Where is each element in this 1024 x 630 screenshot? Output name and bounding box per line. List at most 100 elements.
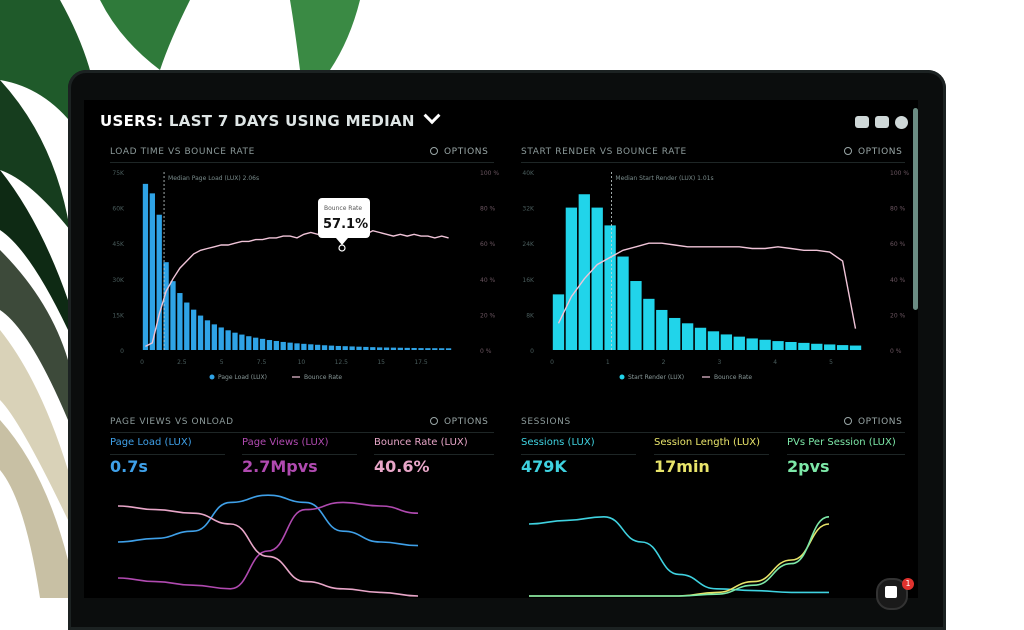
x-tick-label: 15 bbox=[377, 359, 385, 366]
histogram-bar bbox=[681, 323, 694, 350]
kpi-label: PVs Per Session (LUX) bbox=[787, 437, 896, 448]
histogram-bar bbox=[759, 339, 771, 350]
render-vs-bounce-chart: 0 8K 16K 24K 32K 40K 0 % 20 % 40 % 60 % 80 % 100 % 0… bbox=[522, 170, 909, 381]
dashboard-title[interactable]: USERS: LAST 7 DAYS USING MEDIAN bbox=[100, 107, 441, 130]
options-button-load[interactable]: OPTIONS bbox=[430, 147, 488, 157]
tooltip-box bbox=[318, 198, 370, 238]
notification-badge: 1 bbox=[902, 578, 914, 590]
x-tick-label: 2 bbox=[662, 359, 666, 366]
monitor-icon[interactable] bbox=[855, 116, 869, 128]
kpi-value: 2.7Mpvs bbox=[242, 457, 318, 476]
y-tick-label: 15K bbox=[112, 312, 125, 319]
y-tick-label: 0 bbox=[530, 348, 534, 355]
histogram-bar bbox=[149, 193, 155, 350]
histogram-bar bbox=[630, 281, 642, 350]
users-label: USERS: bbox=[100, 112, 164, 130]
histogram-bar bbox=[836, 345, 849, 350]
tooltip-value: 57.1% bbox=[323, 217, 368, 232]
series-line bbox=[117, 494, 419, 547]
help-icon[interactable] bbox=[895, 116, 908, 129]
kpi-value: 0.7s bbox=[110, 457, 148, 476]
load-vs-bounce-chart: 0 15K 30K 45K 60K 75K 0 % 20 % 40 % 60 % 80 % 100 %… bbox=[112, 170, 499, 381]
series-line bbox=[117, 501, 419, 590]
histogram-bar bbox=[184, 302, 190, 350]
scrollbar[interactable] bbox=[913, 108, 918, 310]
panel-title-sessions: SESSIONS bbox=[521, 417, 571, 427]
y-tick-label: 30K bbox=[112, 277, 125, 284]
histogram-bar bbox=[432, 348, 438, 350]
histogram-bar bbox=[163, 262, 169, 350]
panel-title-page-views: PAGE VIEWS VS ONLOAD bbox=[110, 417, 234, 427]
histogram-bar bbox=[301, 343, 307, 350]
histogram-bar bbox=[225, 330, 231, 350]
y-tick-label-right: 60 % bbox=[480, 241, 496, 248]
share-icon[interactable] bbox=[875, 116, 889, 128]
histogram-bar bbox=[390, 347, 397, 350]
histogram-bar bbox=[232, 332, 238, 350]
options-button-page-views[interactable]: OPTIONS bbox=[430, 417, 488, 427]
histogram-bar bbox=[733, 336, 745, 350]
histogram-bar bbox=[308, 344, 314, 350]
histogram-bar bbox=[425, 348, 431, 350]
histogram-bar bbox=[439, 348, 445, 350]
histogram-bar bbox=[656, 309, 668, 350]
panel-title-load-vs-bounce: LOAD TIME VS BOUNCE RATE bbox=[110, 147, 255, 157]
histogram-bar bbox=[411, 347, 417, 350]
kpi-value: 40.6% bbox=[374, 457, 430, 476]
y-tick-label: 16K bbox=[522, 277, 535, 284]
x-tick-label: 12.5 bbox=[335, 359, 349, 366]
histogram-bar bbox=[294, 343, 300, 350]
y-tick-label: 24K bbox=[522, 241, 535, 248]
kpi-value: 479K bbox=[521, 457, 567, 476]
dashboard-screen: USERS: LAST 7 DAYS USING MEDIAN LOAD TIM… bbox=[84, 100, 918, 598]
header-toolbar bbox=[855, 116, 908, 129]
y-tick-label-right: 100 % bbox=[890, 170, 909, 177]
histogram-bar bbox=[397, 347, 403, 350]
y-tick-label: 8K bbox=[526, 312, 535, 319]
x-tick-label: 10 bbox=[298, 359, 306, 366]
histogram-bar bbox=[321, 345, 328, 350]
kpi-label: Session Length (LUX) bbox=[654, 437, 761, 448]
x-tick-label: 0 bbox=[550, 359, 554, 366]
y-tick-label: 45K bbox=[112, 241, 125, 248]
histogram-bar bbox=[253, 337, 259, 350]
histogram-bar bbox=[383, 347, 390, 350]
histogram-bar bbox=[720, 334, 733, 350]
page-views-chart bbox=[117, 494, 419, 597]
x-tick-label: 0 bbox=[140, 359, 144, 366]
chevron-down-icon[interactable] bbox=[423, 107, 441, 125]
histogram-bar bbox=[824, 344, 836, 350]
kpi-label: Page Load (LUX) bbox=[110, 437, 192, 448]
kpi-label: Bounce Rate (LUX) bbox=[374, 437, 468, 448]
y-tick-label-right: 0 % bbox=[480, 348, 492, 355]
legend-label: Bounce Rate bbox=[714, 374, 752, 381]
histogram-bar bbox=[565, 207, 578, 350]
y-tick-label: 75K bbox=[112, 170, 125, 177]
kpi-value: 2pvs bbox=[787, 457, 830, 476]
x-tick-label: 17.5 bbox=[414, 359, 428, 366]
histogram-bar bbox=[315, 344, 321, 350]
x-tick-label: 5 bbox=[220, 359, 224, 366]
options-button-sessions[interactable]: OPTIONS bbox=[844, 417, 902, 427]
histogram-bar bbox=[170, 281, 176, 350]
histogram-bar bbox=[287, 342, 293, 350]
y-tick-label-right: 60 % bbox=[890, 241, 906, 248]
median-annotation: Median Start Render (LUX) 1.01s bbox=[615, 175, 713, 182]
date-range-selector[interactable]: LAST 7 DAYS USING MEDIAN bbox=[168, 112, 415, 130]
histogram-bar bbox=[142, 183, 149, 350]
histogram-bar bbox=[746, 338, 758, 350]
histogram-bar bbox=[280, 341, 286, 350]
histogram-bar bbox=[418, 348, 424, 350]
x-tick-label: 3 bbox=[717, 359, 721, 366]
histogram-bar bbox=[218, 327, 224, 350]
histogram-bar bbox=[707, 331, 720, 350]
options-button-render[interactable]: OPTIONS bbox=[844, 147, 902, 157]
x-tick-label: 4 bbox=[773, 359, 777, 366]
tooltip-label: Bounce Rate bbox=[324, 205, 362, 212]
series-line bbox=[117, 505, 419, 597]
legend-swatch bbox=[209, 374, 215, 380]
histogram-bar bbox=[259, 338, 266, 350]
histogram-bar bbox=[177, 293, 183, 350]
histogram-bar bbox=[191, 309, 197, 350]
y-tick-label: 32K bbox=[522, 206, 535, 213]
